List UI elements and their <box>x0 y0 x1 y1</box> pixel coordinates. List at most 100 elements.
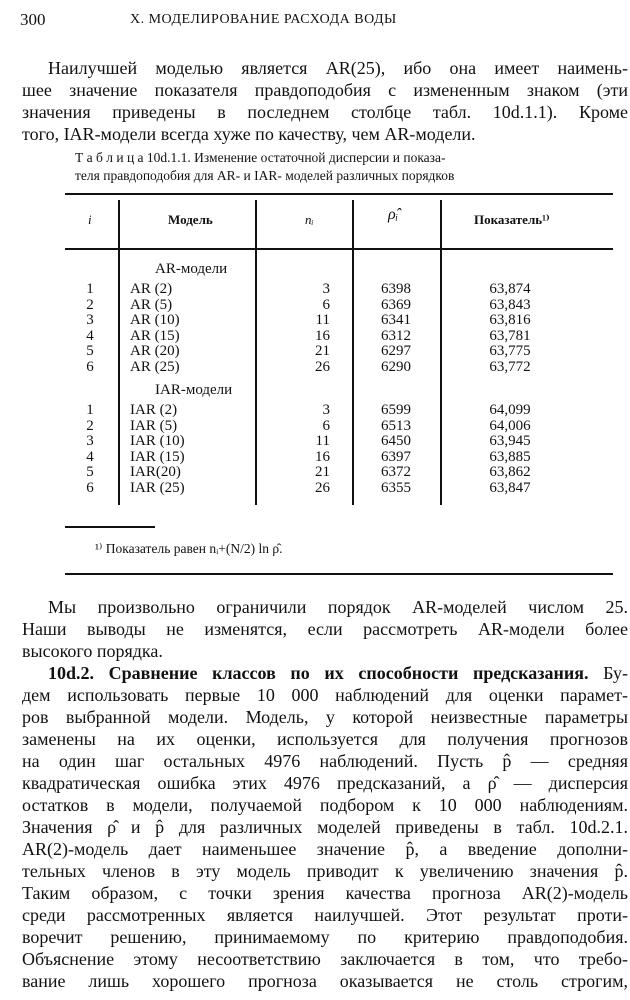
column-divider <box>118 200 120 505</box>
table-cell: 4 <box>86 448 94 465</box>
table-caption-line-1: Т а б л и ц а 10d.1.1. Изменение остаточ… <box>75 150 446 165</box>
table-cell: AR (15) <box>130 327 180 344</box>
table-cell: 6398 <box>381 281 411 297</box>
table-cell: 63,816 <box>489 312 531 329</box>
table-cell: 3 <box>86 312 94 329</box>
table-footnote: ¹⁾ Показатель равен nᵢ+(N/2) ln ρ̂. <box>95 541 283 556</box>
text-line: Таким образом, с точки зрения качества п… <box>22 883 628 903</box>
text-line: заменены на их оценки, используется для … <box>22 729 628 749</box>
footnote-rule <box>65 526 155 528</box>
table-cell: 6 <box>322 296 331 313</box>
text-line: среди рассмотренных является наилучшей. … <box>22 905 628 925</box>
table-cell: 1 <box>86 402 94 418</box>
text-line: квадратическая ошибка этих 4976 предсказ… <box>22 773 628 793</box>
column-divider <box>352 200 354 505</box>
table-cell: 6 <box>86 359 94 375</box>
table-cell: 6397 <box>381 448 411 465</box>
section-heading: 10d.2. Сравнение классов по их способнос… <box>48 663 589 683</box>
table-cell: 2 <box>86 417 94 434</box>
header-n: nᵢ <box>305 212 314 227</box>
table-cell: IAR (25) <box>130 480 185 496</box>
text-line: ров выбранной модели. Модель, у которой … <box>22 707 628 727</box>
text-line: Наилучшей моделью является AR(25), ибо о… <box>48 58 628 78</box>
table-cell: 63,775 <box>489 343 531 360</box>
text-line: тельных членов в эту модель приводит к у… <box>22 861 628 881</box>
table-cell: 6290 <box>381 359 411 375</box>
text-line: Объяснение этому несоответствию заключае… <box>22 949 628 969</box>
table-cell: AR (10) <box>130 312 180 329</box>
text-line: шее значение показателя правдоподобия с … <box>22 80 628 100</box>
table-cell: 63,772 <box>489 359 531 375</box>
table-cell: 1 <box>86 281 94 297</box>
table-cell: 11 <box>315 312 330 329</box>
table-cell: 6297 <box>381 343 411 360</box>
page-number: 300 <box>20 10 46 29</box>
column-divider <box>255 200 257 505</box>
table-cell: 11 <box>315 433 330 450</box>
text-line: вание лишь хорошего прогноза оказывается… <box>22 971 628 991</box>
text-line: дем использовать первые 10 000 наблюдени… <box>22 685 628 705</box>
table-cell: 3 <box>322 281 331 297</box>
text-line: значения приведены в последнем столбце т… <box>22 102 628 122</box>
text-line: Мы произвольно ограничили порядок AR-мод… <box>48 597 628 617</box>
table-cell: IAR (15) <box>130 448 185 465</box>
table-cell: 63,847 <box>489 480 531 496</box>
header-model: Модель <box>168 212 213 227</box>
table-cell: 21 <box>315 343 330 360</box>
table-cell: 3 <box>86 433 94 450</box>
text-line: AR(2)-модель дает наименьшее значение p̂… <box>22 839 628 859</box>
table-cell: AR (20) <box>130 343 180 360</box>
table-cell: 6599 <box>381 402 411 418</box>
table-cell: 6513 <box>381 417 411 434</box>
column-divider <box>440 200 442 505</box>
table-bottom-rule <box>65 573 613 575</box>
table-cell: 16 <box>315 327 330 344</box>
table-cell: 64,099 <box>489 402 531 418</box>
running-title: X. МОДЕЛИРОВАНИЕ РАСХОДА ВОДЫ <box>130 12 397 27</box>
table-cell: IAR (2) <box>130 402 178 418</box>
table-cell: 63,862 <box>489 464 531 481</box>
table-cell: 63,843 <box>489 296 531 313</box>
table-cell: 6355 <box>381 480 411 496</box>
table-cell: 4 <box>86 327 94 344</box>
table-cell: IAR (10) <box>130 433 185 450</box>
table-cell: 21 <box>315 464 330 481</box>
header-i: i <box>88 212 92 227</box>
table-cell: 6369 <box>381 296 411 313</box>
table-cell: 63,781 <box>489 327 531 344</box>
table-cell: 6 <box>322 417 331 434</box>
table-cell: 6341 <box>381 312 411 329</box>
table-cell: 5 <box>86 343 94 360</box>
section-heading-line: 10d.2. Сравнение классов по их способнос… <box>48 662 628 684</box>
table-cell: IAR(20) <box>130 464 181 481</box>
table-cell: 26 <box>315 480 330 496</box>
text-line: остатков в модели, получаемой подбором к… <box>22 795 628 815</box>
table-cell: 63,945 <box>489 433 531 450</box>
table-cell: 6450 <box>381 433 411 450</box>
table-cell: 63,874 <box>489 281 531 297</box>
header-rho: ρ̂ᵢ <box>388 206 399 223</box>
text-line: воречит решению, принимаемому по критери… <box>22 927 628 947</box>
table-caption-line-2: теля правдоподобия для AR- и IAR- моделе… <box>75 168 455 183</box>
table-cell: IAR (5) <box>130 417 178 434</box>
text-line: Значения ρ̂ и p̂ для различных моделей п… <box>22 817 628 837</box>
group-label: AR-модели <box>155 261 228 277</box>
group-label: IAR-модели <box>155 382 233 398</box>
table-cell: 2 <box>86 296 94 313</box>
table-cell: 64,006 <box>489 417 531 434</box>
table-cell: AR (5) <box>130 296 173 313</box>
text-line: Наши выводы не изменятся, если рассмотре… <box>22 619 628 639</box>
table-cell: 6312 <box>381 327 411 344</box>
header-indicator: Показатель¹⁾ <box>474 212 550 227</box>
section-text-start: Бу- <box>603 663 628 683</box>
table-header-rule <box>65 248 613 250</box>
text-line: того, IAR-модели всегда хуже по качеству… <box>22 124 476 144</box>
table-cell: 16 <box>315 448 330 465</box>
text-line: высокого порядка. <box>22 641 163 661</box>
table-cell: 5 <box>86 464 94 481</box>
table-top-rule <box>65 193 613 195</box>
table-cell: 26 <box>315 359 330 375</box>
table-cell: AR (2) <box>130 281 173 297</box>
text-line: на один шаг остальных 4976 наблюдений. П… <box>22 751 628 771</box>
table-cell: 3 <box>322 402 331 418</box>
